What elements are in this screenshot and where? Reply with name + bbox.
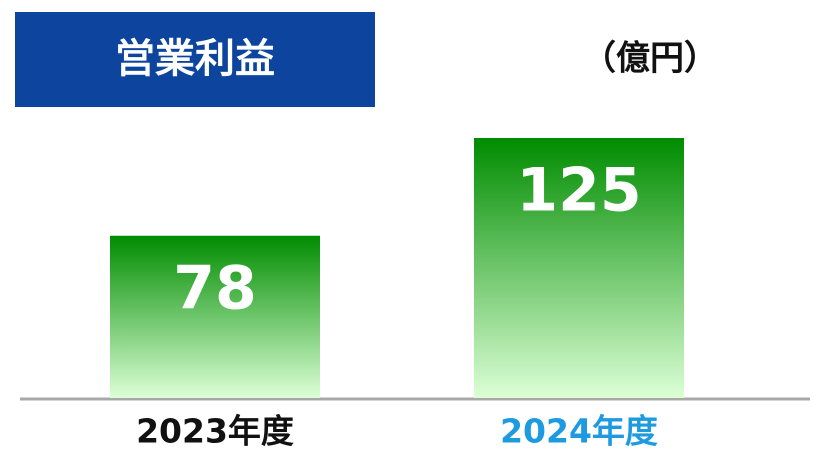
x-tick-label: 2024年度	[500, 412, 658, 449]
value-label: 125	[516, 156, 641, 226]
bar	[110, 235, 320, 398]
unit-label: （億円）	[582, 39, 718, 79]
chart-title: 営業利益	[115, 36, 275, 82]
bar	[474, 138, 684, 398]
value-label: 78	[173, 253, 257, 323]
title-box	[15, 12, 375, 107]
x-tick-label: 2023年度	[136, 412, 294, 449]
